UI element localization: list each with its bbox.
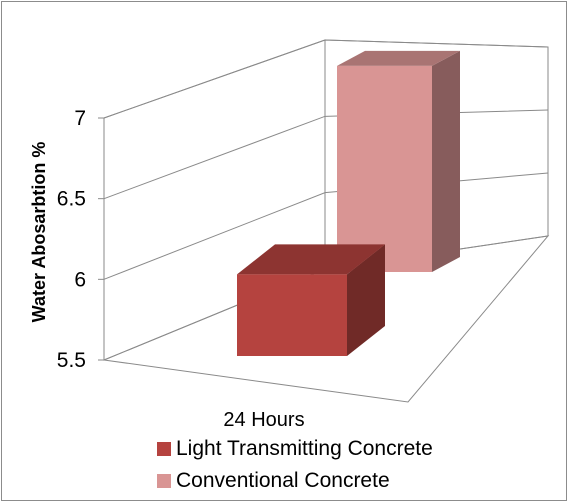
y-tick-label: 7: [74, 107, 86, 130]
category-label: 24 Hours: [223, 409, 304, 431]
bar-side: [432, 50, 460, 273]
bar-front: [337, 65, 432, 273]
legend-swatch: [157, 442, 171, 456]
y-tick-label: 6.5: [57, 188, 86, 211]
bar-top: [337, 50, 460, 66]
y-axis-ticks: 5.5 6 6.5 7: [57, 107, 104, 372]
legend-swatch: [157, 474, 171, 488]
bar-front: [237, 274, 347, 356]
y-tick-label: 5.5: [57, 349, 86, 372]
bars: [237, 50, 460, 356]
gridline: [103, 109, 549, 200]
bar-conventional: [337, 50, 460, 273]
legend-label: Light Transmitting Concrete: [176, 437, 433, 460]
bar-top: [237, 244, 385, 275]
legend: Light Transmitting Concrete Conventional …: [157, 437, 433, 492]
gridlines: [103, 39, 549, 280]
y-tick-label: 6: [74, 268, 86, 291]
bar-side: [347, 244, 385, 356]
gridline: [103, 172, 549, 280]
gridline: [103, 39, 549, 119]
legend-label: Conventional Concrete: [176, 469, 390, 492]
y-axis-label: Water Abosarbtion %: [29, 142, 49, 323]
bar-light-transmitting: [237, 244, 385, 356]
